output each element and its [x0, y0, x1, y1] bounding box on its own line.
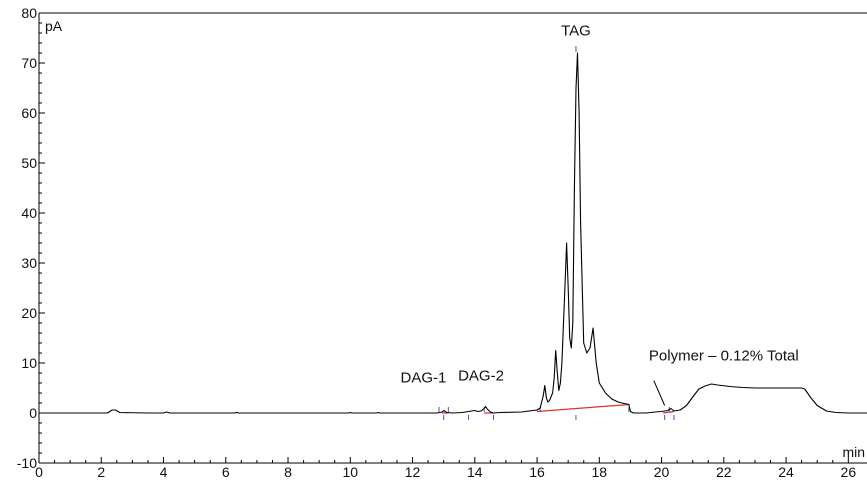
y-tick-label: 50 [21, 155, 37, 171]
chart-frame [38, 12, 867, 464]
axis-ticks [38, 12, 849, 464]
x-tick-label: 26 [841, 464, 857, 480]
polymer-pointer-line [653, 380, 666, 406]
x-tick-label: 8 [284, 464, 292, 480]
x-axis-unit-label: min [842, 444, 865, 460]
x-tick-label: 14 [467, 464, 483, 480]
y-tick-label: 20 [21, 305, 37, 321]
annotation-label: DAG-2 [458, 368, 504, 385]
x-tick-label: 10 [342, 464, 358, 480]
x-tick-label: 2 [97, 464, 105, 480]
x-tick-label: 16 [529, 464, 545, 480]
x-tick-label: 18 [592, 464, 608, 480]
y-tick-label: 40 [21, 205, 37, 221]
y-tick-label: 80 [21, 5, 37, 21]
y-tick-label: 10 [21, 355, 37, 371]
y-tick-label: 70 [21, 55, 37, 71]
y-tick-label: 60 [21, 105, 37, 121]
y-tick-label: 30 [21, 255, 37, 271]
x-tick-label: 6 [222, 464, 230, 480]
series-group [39, 52, 867, 414]
signal-trace-line [39, 52, 867, 414]
baseline-segment [536, 403, 629, 413]
x-tick-label: 4 [160, 464, 168, 480]
y-tick-label: -10 [17, 455, 37, 471]
y-axis-unit-label: pA [45, 18, 63, 34]
annotation-label: TAG [561, 23, 591, 40]
x-tick-label: 12 [405, 464, 421, 480]
x-tick-label: 24 [778, 464, 794, 480]
y-tick-label: 0 [29, 405, 37, 421]
x-tick-label: 20 [654, 464, 670, 480]
annotation-label: Polymer – 0.12% Total [649, 348, 799, 365]
x-tick-label: 22 [716, 464, 732, 480]
annotation-label: DAG-1 [401, 370, 447, 387]
baseline-segment [663, 410, 675, 414]
x-tick-label: 0 [35, 464, 43, 480]
